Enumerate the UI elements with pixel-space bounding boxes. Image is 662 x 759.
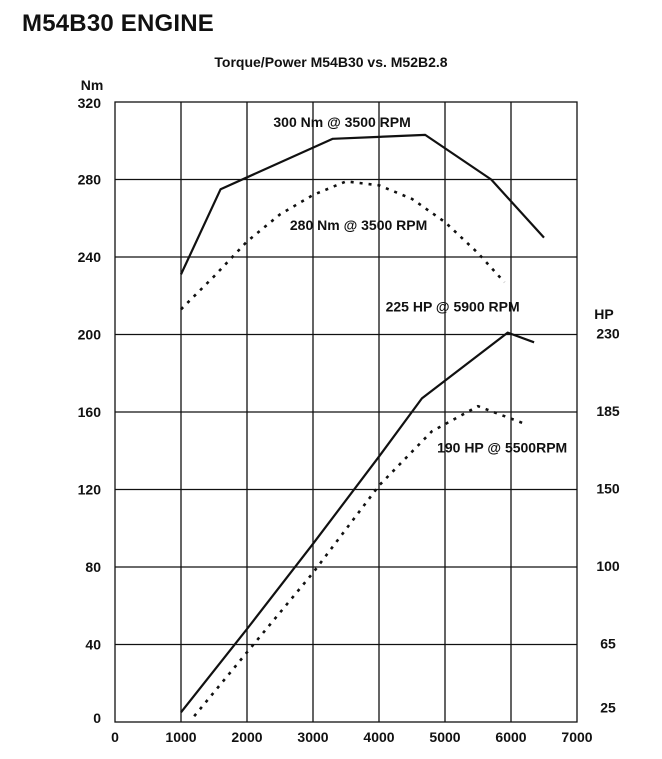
series-group <box>180 133 545 718</box>
y-tick-label: 280 <box>78 172 102 188</box>
y-tick-label: 120 <box>78 482 102 498</box>
x-tick-label: 6000 <box>495 729 526 745</box>
series-line-4 <box>193 404 525 718</box>
y-tick-label: 80 <box>85 559 101 575</box>
annotation-label: 300 Nm @ 3500 RPM <box>273 114 410 130</box>
series-line-1 <box>180 133 545 275</box>
y-tick-label: 240 <box>78 249 102 265</box>
series-line-2 <box>180 180 506 311</box>
y2-tick-label: 100 <box>596 558 620 574</box>
y-tick-label: 200 <box>78 327 102 343</box>
y2-tick-label: 25 <box>600 699 616 715</box>
y-tick-label: 160 <box>78 404 102 420</box>
x-tick-label: 7000 <box>561 729 592 745</box>
x-tick-label: 2000 <box>231 729 262 745</box>
y2-axis-label: HP <box>594 306 613 322</box>
grid <box>114 101 578 723</box>
y2-tick-label: 65 <box>600 636 616 652</box>
annotation-label: 225 HP @ 5900 RPM <box>386 298 520 314</box>
chart-title: Torque/Power M54B30 vs. M52B2.8 <box>214 54 448 70</box>
annotation-label: 190 HP @ 5500RPM <box>437 440 567 456</box>
y-tick-label: 320 <box>78 95 102 111</box>
y-tick-label: 0 <box>93 710 101 726</box>
y2-tick-label: 185 <box>596 403 620 419</box>
x-tick-label: 3000 <box>297 729 328 745</box>
x-tick-label: 1000 <box>165 729 196 745</box>
document-title: M54B30 ENGINE <box>22 10 214 37</box>
annotations: 300 Nm @ 3500 RPM 280 Nm @ 3500 RPM 225 HP… <box>273 114 567 456</box>
x-tick-label: 5000 <box>429 729 460 745</box>
annotation-label: 280 Nm @ 3500 RPM <box>290 217 427 233</box>
series-line-3 <box>180 331 535 713</box>
tick-labels: 0 1000 2000 3000 4000 5000 6000 7000 0 40 80 120 160… <box>78 95 620 745</box>
x-tick-label: 4000 <box>363 729 394 745</box>
x-tick-label: 0 <box>111 729 119 745</box>
y2-tick-label: 230 <box>596 326 620 342</box>
y-axis-label: Nm <box>81 77 104 93</box>
y2-tick-label: 150 <box>596 481 620 497</box>
y-tick-label: 40 <box>85 637 101 653</box>
